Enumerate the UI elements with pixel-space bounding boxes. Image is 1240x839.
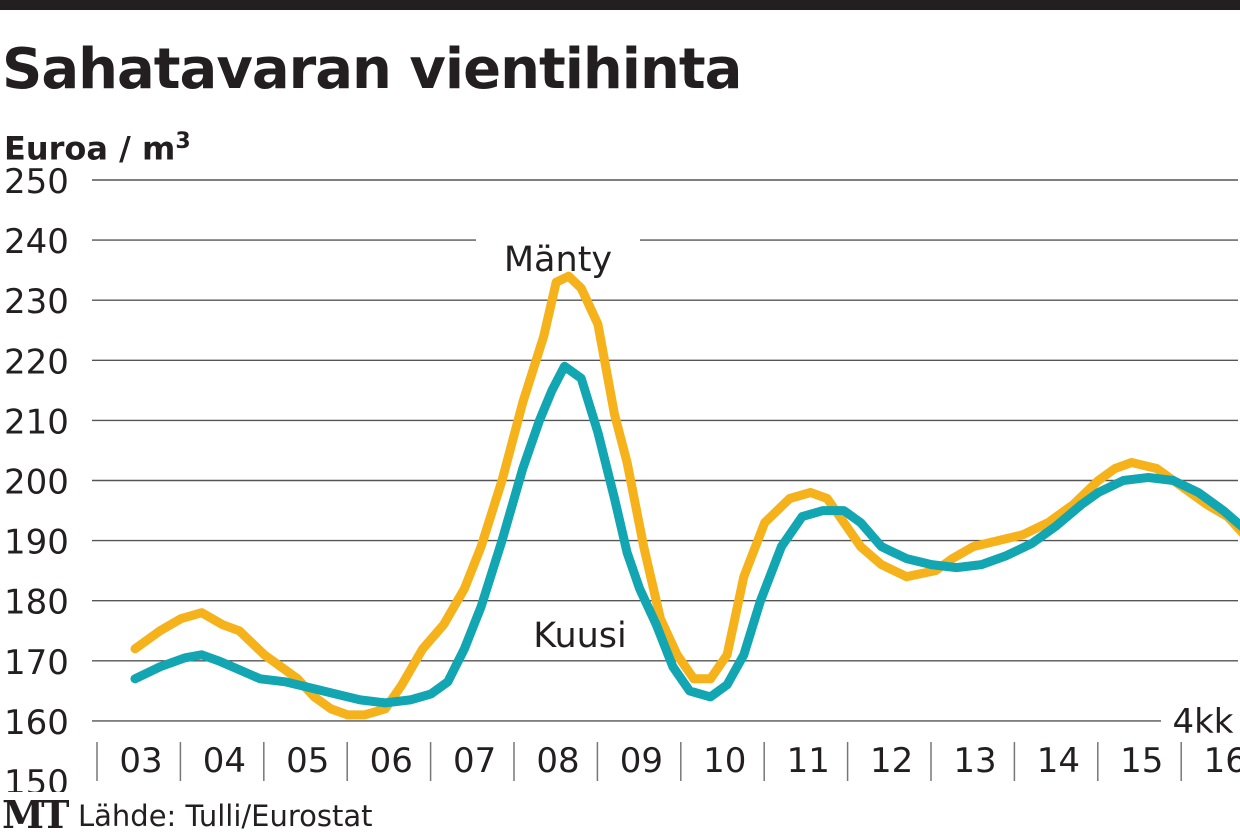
annotation-4kk: 4kk xyxy=(1172,702,1233,742)
unit-label: Euroa / m3 xyxy=(4,122,191,169)
x-tick-label: 05 xyxy=(286,741,329,781)
x-tick-label: 11 xyxy=(787,741,830,781)
manty-series-line xyxy=(130,271,1240,720)
x-tick-label: 07 xyxy=(453,741,496,781)
y-tick-label: 250 xyxy=(4,162,69,202)
chart-title: Sahatavaran vientihinta xyxy=(2,37,742,102)
y-axis-tick-labels: 250 240 230 220 210 200 190 180 170 160 150 xyxy=(4,162,69,792)
y-tick-label: 180 xyxy=(4,583,69,623)
x-tick-label: 16 xyxy=(1204,741,1240,781)
top-rule xyxy=(0,0,1240,10)
kuusi-series-line xyxy=(130,361,1240,708)
line-chart: 250 240 230 220 210 200 190 180 170 160 150 03 04 05… xyxy=(4,162,1240,792)
x-tick-label: 03 xyxy=(119,741,162,781)
unit-superscript: 3 xyxy=(175,129,191,154)
x-tick-label: 12 xyxy=(870,741,913,781)
y-tick-label: 200 xyxy=(4,463,69,503)
x-tick-label: 09 xyxy=(620,741,663,781)
y-tick-label: 230 xyxy=(4,282,69,322)
source-note: Lähde: Tulli/Eurostat xyxy=(78,799,373,833)
unit-text: Euroa / m xyxy=(4,129,176,168)
y-tick-label: 190 xyxy=(4,523,69,563)
series-labels: Mänty Kuusi 4kk xyxy=(504,240,1234,742)
manty-series-label: Mänty xyxy=(504,240,612,280)
x-tick-label: 08 xyxy=(536,741,579,781)
gridlines xyxy=(92,179,1238,722)
series-lines xyxy=(130,271,1240,720)
x-tick-label: 10 xyxy=(703,741,746,781)
x-tick-label: 14 xyxy=(1037,741,1080,781)
x-axis: 03 04 05 06 07 08 09 10 11 12 13 14 15 16 xyxy=(96,741,1240,781)
x-tick-label: 06 xyxy=(370,741,413,781)
y-tick-label: 240 xyxy=(4,222,69,262)
y-tick-label: 150 xyxy=(4,763,69,792)
mt-logo: MT xyxy=(2,792,69,837)
y-tick-label: 170 xyxy=(4,643,69,683)
y-tick-label: 220 xyxy=(4,342,69,382)
x-tick-label: 13 xyxy=(953,741,996,781)
y-tick-label: 160 xyxy=(4,703,69,743)
y-tick-label: 210 xyxy=(4,402,69,442)
x-tick-label: 15 xyxy=(1120,741,1163,781)
kuusi-series-label: Kuusi xyxy=(533,616,627,656)
x-tick-label: 04 xyxy=(203,741,246,781)
